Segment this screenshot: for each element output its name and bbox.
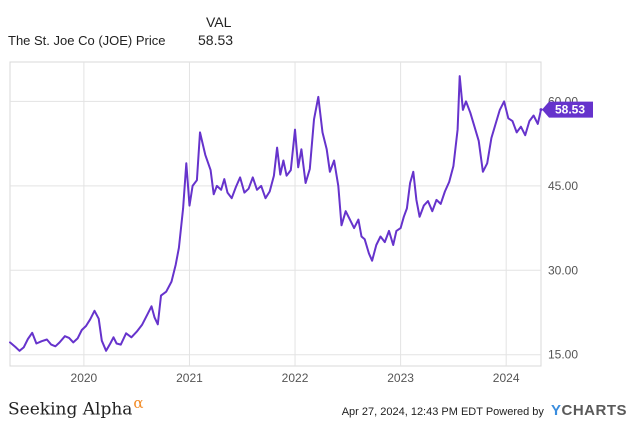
series-line-0[interactable]: [9, 75, 542, 352]
y-gridlines: [10, 100, 541, 356]
x-tick-label-2020: 2020: [71, 371, 98, 385]
x-tick-label-2021: 2021: [176, 371, 203, 385]
y-tick-label-15.00: 15.00: [548, 348, 578, 362]
plot-area: [9, 61, 542, 367]
y-tick-label-45.00: 45.00: [548, 179, 578, 193]
legend-series-value: 58.53: [198, 32, 234, 48]
seeking-alpha-logo[interactable]: Seeking Alphaα: [8, 394, 144, 420]
y-tick-label-30.00: 30.00: [548, 263, 578, 277]
legend-header: VAL: [206, 14, 232, 30]
ycharts-rest: CHARTS: [561, 402, 627, 419]
ycharts-logo[interactable]: YCHARTS: [551, 402, 627, 419]
last-value-badge-text: 58.53: [555, 103, 585, 117]
ycharts-y: Y: [550, 402, 562, 419]
series-group: [9, 75, 543, 352]
last-value-badge-shape: [542, 101, 593, 118]
alpha-symbol: α: [133, 394, 144, 412]
x-tick-label-2023: 2023: [387, 371, 414, 385]
series-last-point: [539, 108, 543, 112]
brand-text: Seeking Alpha: [8, 399, 133, 420]
attribution: Apr 27, 2024, 12:43 PM EDT Powered by YC…: [342, 402, 627, 419]
x-tick-labels: 2020 2021 2022 2023 2024: [71, 371, 520, 385]
x-tick-label-2022: 2022: [282, 371, 309, 385]
x-tick-label-2024: 2024: [493, 371, 520, 385]
timestamp-text: Apr 27, 2024, 12:43 PM EDT Powered by: [341, 406, 544, 418]
last-value-badge: 58.53: [542, 101, 593, 118]
legend-series-name[interactable]: The St. Joe Co (JOE) Price: [8, 33, 166, 48]
